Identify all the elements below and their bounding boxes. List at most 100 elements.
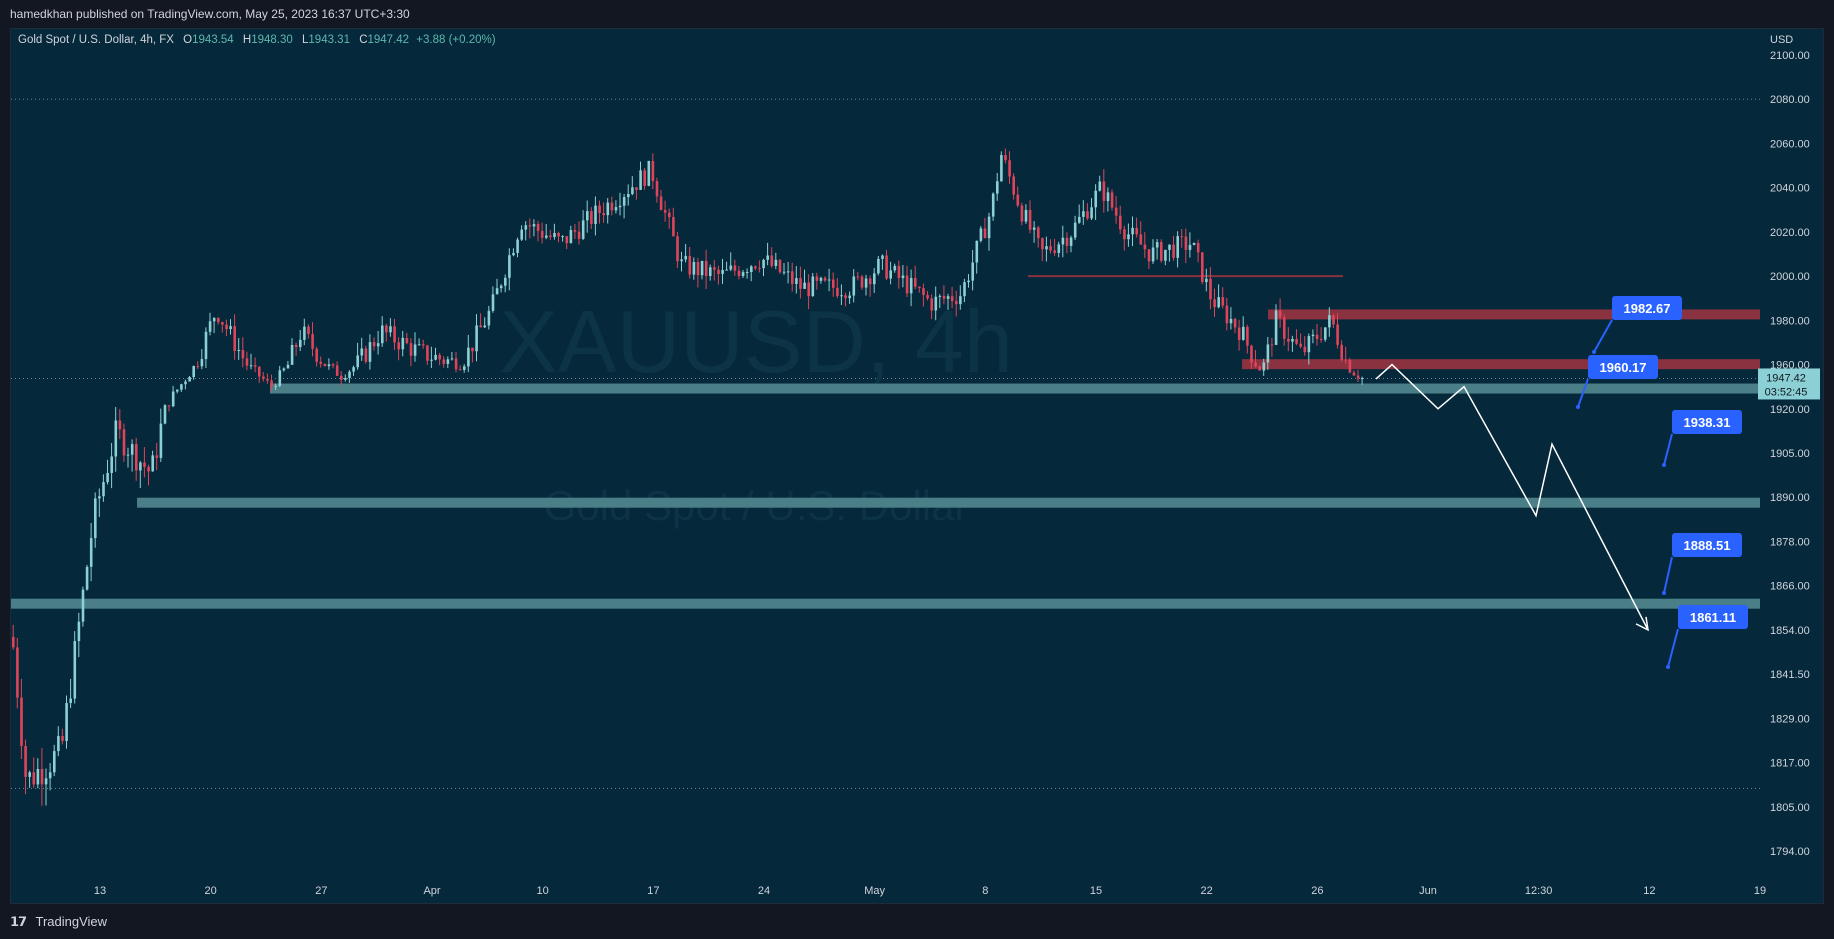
candle-body (422, 344, 425, 346)
candle-body (873, 273, 876, 285)
price-tick-label: 1905.00 (1770, 448, 1810, 460)
level-label-pointer (1663, 433, 1673, 466)
candle-body (577, 231, 581, 239)
candle-body (1184, 236, 1188, 250)
candle-body (819, 277, 823, 281)
candle-body (393, 326, 396, 343)
candle-body (946, 296, 950, 299)
candle-body (1119, 215, 1122, 230)
candle-body (844, 295, 847, 299)
candle-body (212, 318, 216, 322)
level-label-text: 1938.31 (1684, 415, 1731, 430)
candle-body (258, 366, 261, 377)
candle-body (967, 280, 970, 283)
candle-body (504, 277, 507, 286)
candle-body (1303, 346, 1307, 353)
candle-body (836, 287, 839, 297)
candle-body (516, 239, 519, 253)
candle-body (1082, 211, 1085, 217)
candle-body (126, 454, 130, 456)
candle-body (901, 275, 905, 279)
candle-body (110, 456, 113, 473)
candle-body (1147, 249, 1151, 262)
candle-body (1086, 211, 1089, 219)
candle-body (1192, 242, 1196, 245)
candle-body (221, 322, 224, 325)
candle-body (979, 228, 983, 241)
candle-body (938, 295, 942, 297)
candle-body (454, 358, 458, 370)
candle-body (700, 260, 704, 276)
candle-body (1250, 345, 1253, 363)
price-tick-label: 2100.00 (1770, 50, 1810, 62)
time-tick-label: Apr (423, 885, 440, 897)
symbol-legend: Gold Spot / U.S. Dollar, 4h, FX O1943.54… (18, 34, 496, 46)
time-tick-label: 13 (94, 885, 106, 897)
candle-body (733, 265, 737, 271)
candle-body (1090, 207, 1093, 219)
price-tick-label: 1866.00 (1770, 581, 1810, 593)
candle-body (94, 498, 97, 539)
footer-brand[interactable]: TradingView (35, 914, 108, 929)
level-label-anchor (1592, 350, 1596, 354)
candle-body (417, 344, 421, 346)
candle-body (696, 261, 700, 276)
chart-frame[interactable] (10, 28, 1824, 904)
candle-body (467, 347, 470, 367)
price-tick-label: 2040.00 (1770, 183, 1810, 195)
symbol-title: Gold Spot / U.S. Dollar, 4h, FX (18, 34, 174, 46)
level-label-anchor (1666, 665, 1670, 669)
candle-body (114, 420, 118, 457)
time-tick-label: 24 (758, 885, 770, 897)
candle-body (1278, 310, 1282, 318)
candle-body (1073, 222, 1077, 238)
time-tick-label: 8 (982, 885, 988, 897)
price-tick-label: 1794.00 (1770, 846, 1810, 858)
open-value: 1943.54 (192, 34, 234, 46)
candle-body (639, 170, 642, 190)
candle-body (1164, 249, 1167, 261)
candle-body (147, 466, 150, 472)
candle-body (1008, 160, 1011, 177)
candle-body (1258, 366, 1261, 371)
level-label-box (1678, 605, 1748, 629)
candle-body (143, 462, 146, 467)
price-tick-label: 1829.00 (1770, 713, 1810, 725)
tradingview-logo-icon[interactable]: 𝟭𝟳 (10, 914, 27, 929)
candle-body (659, 196, 663, 211)
candle-body (557, 232, 560, 237)
candle-body (885, 255, 888, 279)
candle-body (934, 296, 938, 311)
candle-body (69, 698, 72, 704)
candle-body (1188, 244, 1192, 250)
price-tick-label: 2060.00 (1770, 138, 1810, 150)
candle-body (274, 385, 277, 387)
candle-body (725, 269, 728, 271)
candle-body (184, 381, 187, 385)
candle-body (434, 354, 437, 360)
candle-body (540, 230, 544, 238)
candle-body (1041, 238, 1044, 250)
candle-body (508, 255, 511, 278)
candle-body (963, 282, 966, 297)
candle-body (959, 296, 962, 305)
candle-body (1135, 227, 1138, 235)
price-tick-label: 2000.00 (1770, 271, 1810, 283)
level-label-pointer (1667, 628, 1679, 668)
candle-body (922, 288, 925, 296)
candle-body (1143, 244, 1147, 250)
candle-body (926, 295, 929, 299)
candle-body (188, 377, 191, 382)
candle-body (463, 366, 466, 370)
candle-body (569, 230, 573, 244)
candle-body (483, 325, 487, 328)
candle-body (1344, 359, 1348, 361)
candle-body (348, 371, 351, 378)
candle-body (1028, 209, 1032, 230)
candle-body (1032, 227, 1036, 230)
candle-body (770, 255, 774, 266)
candle-body (955, 301, 958, 305)
candle-body (102, 482, 105, 497)
candle-body (389, 326, 392, 333)
